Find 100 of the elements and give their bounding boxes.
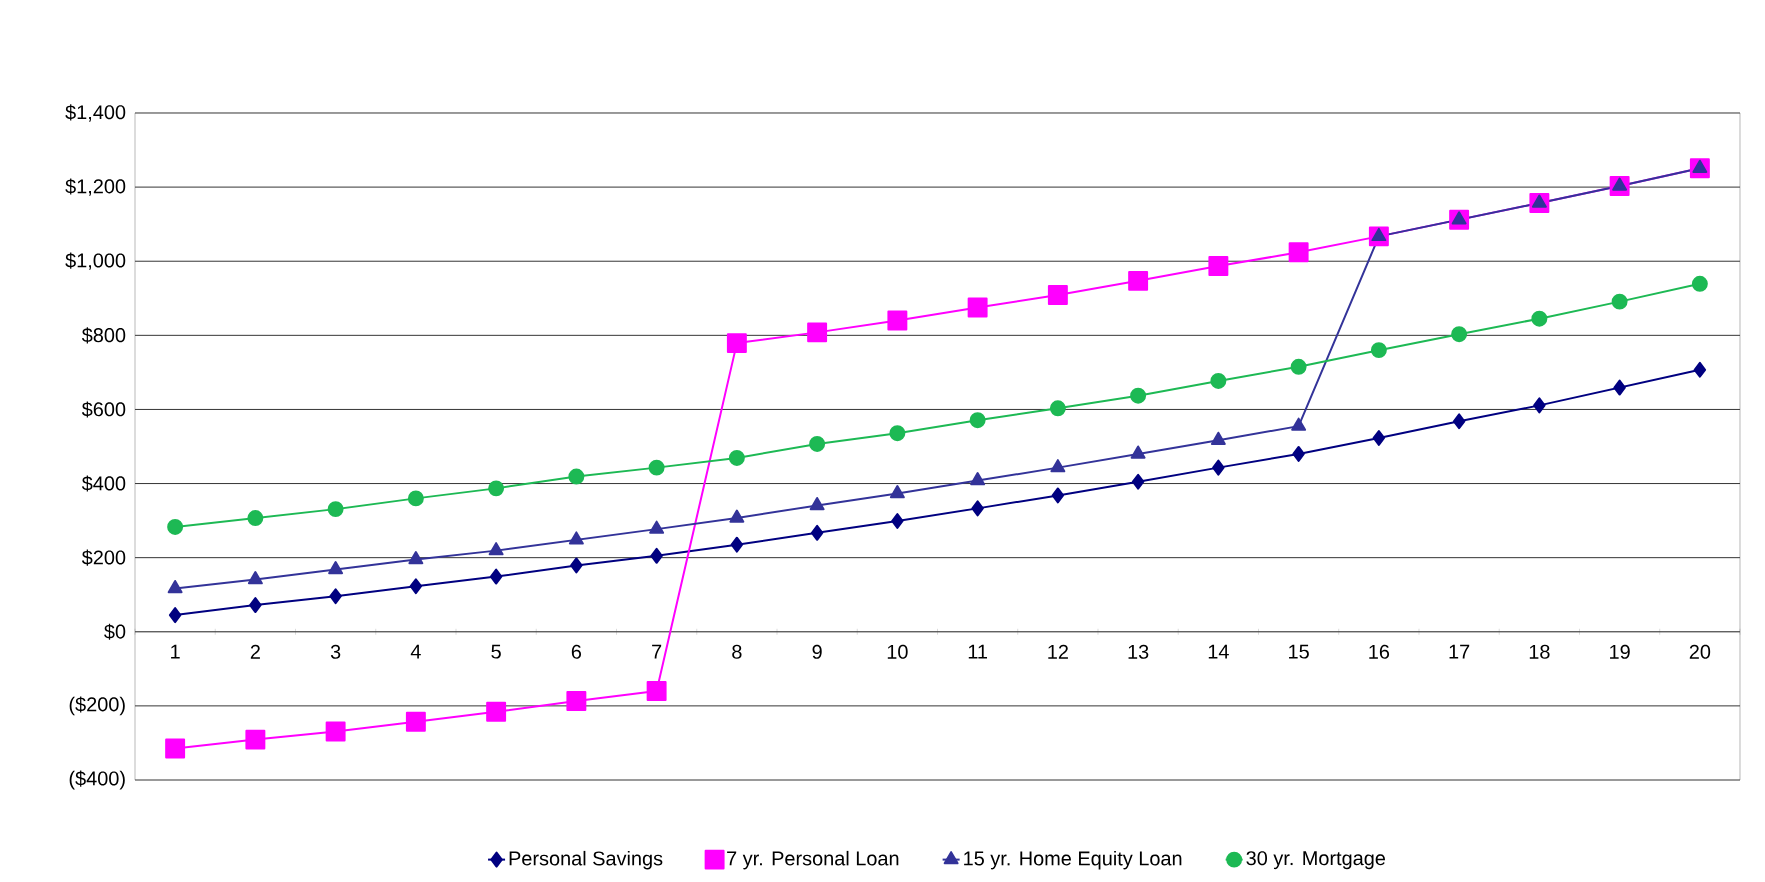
point	[728, 450, 745, 466]
x-tick-label: 4	[410, 644, 421, 659]
point	[1128, 270, 1149, 291]
point	[329, 588, 342, 605]
point	[969, 412, 986, 429]
point	[1050, 459, 1066, 473]
point	[891, 513, 904, 529]
x-tick-label: 11	[968, 644, 987, 659]
point	[568, 531, 584, 545]
point	[566, 691, 587, 712]
x-tick-label: 20	[1689, 644, 1711, 659]
x-tick-label: 8	[732, 644, 742, 659]
point	[489, 568, 503, 585]
point	[646, 681, 667, 702]
y-tick-label: $1,000	[65, 252, 126, 270]
y-tick-label: $1,200	[65, 178, 126, 196]
point	[325, 721, 346, 742]
point	[1212, 459, 1225, 476]
x-tick-label: 5	[491, 644, 501, 659]
point	[809, 496, 825, 511]
point	[1531, 194, 1547, 208]
point	[1208, 256, 1229, 276]
point	[729, 509, 745, 523]
point	[1372, 430, 1386, 446]
point	[1371, 227, 1387, 242]
legend-label: Personal Savings	[509, 850, 663, 870]
point	[167, 579, 183, 594]
point	[730, 536, 744, 553]
point	[810, 524, 824, 541]
y-tick-label: ($200)	[69, 696, 125, 716]
point	[1291, 417, 1307, 431]
x-tick-label: 12	[1048, 644, 1068, 659]
point	[488, 480, 505, 497]
point	[1612, 177, 1628, 191]
point	[1292, 445, 1305, 462]
point	[807, 322, 828, 343]
x-tick-label: 6	[571, 644, 582, 659]
x-tick-label: 3	[330, 644, 341, 659]
point	[1533, 397, 1546, 414]
point	[1130, 387, 1147, 404]
point	[1049, 400, 1066, 417]
point	[327, 501, 344, 518]
point	[407, 490, 424, 507]
y-tick-label: $0	[104, 623, 126, 640]
point	[889, 485, 905, 499]
legend-label: 30 yr. Mortgage	[1246, 851, 1386, 870]
y-tick-label: $1,400	[65, 104, 126, 122]
point	[1131, 473, 1145, 490]
point	[249, 597, 262, 614]
point	[649, 520, 665, 534]
point	[328, 561, 344, 575]
point	[650, 547, 663, 564]
x-tick-label: 15	[1289, 644, 1309, 659]
point	[488, 542, 504, 556]
y-tick-label: $200	[81, 549, 126, 566]
point	[809, 435, 826, 452]
y-tick-label: ($400)	[69, 770, 125, 790]
x-tick-label: 19	[1610, 644, 1630, 659]
y-tick-label: $600	[81, 401, 126, 418]
point	[1693, 361, 1707, 378]
point	[1531, 310, 1548, 327]
point	[970, 472, 986, 486]
legend-label: 7 yr. Personal Loan	[727, 850, 899, 870]
point	[1047, 284, 1068, 305]
x-tick-label: 10	[887, 644, 908, 659]
point	[1210, 372, 1227, 389]
x-tick-label: 14	[1208, 644, 1229, 659]
point	[409, 578, 423, 595]
point	[168, 607, 182, 624]
point	[1611, 293, 1628, 310]
legend-label: 15 yr. Home Equity Loan	[964, 850, 1182, 870]
point	[726, 333, 747, 354]
point	[1613, 379, 1626, 396]
point	[1288, 242, 1309, 263]
x-tick-label: 1	[171, 644, 180, 659]
y-tick-label: $800	[81, 327, 126, 344]
point	[1451, 211, 1467, 225]
x-tick-label: 2	[250, 644, 260, 659]
point	[405, 711, 426, 732]
x-tick-label: 9	[812, 644, 822, 659]
point	[1290, 358, 1307, 375]
point	[245, 729, 266, 750]
point	[167, 518, 184, 535]
point	[486, 701, 507, 722]
point	[889, 425, 906, 442]
point	[247, 510, 264, 526]
x-tick-label: 17	[1449, 644, 1470, 659]
point	[165, 738, 186, 759]
point	[1130, 445, 1146, 459]
point	[1210, 431, 1226, 445]
point	[408, 551, 424, 565]
point	[1451, 326, 1468, 343]
point	[1691, 275, 1708, 292]
x-tick-label: 13	[1128, 644, 1149, 659]
point	[648, 459, 665, 476]
x-tick-label: 18	[1529, 644, 1550, 659]
point	[568, 468, 585, 485]
point	[1452, 413, 1466, 430]
point	[1051, 487, 1065, 504]
x-tick-label: 7	[652, 644, 662, 659]
